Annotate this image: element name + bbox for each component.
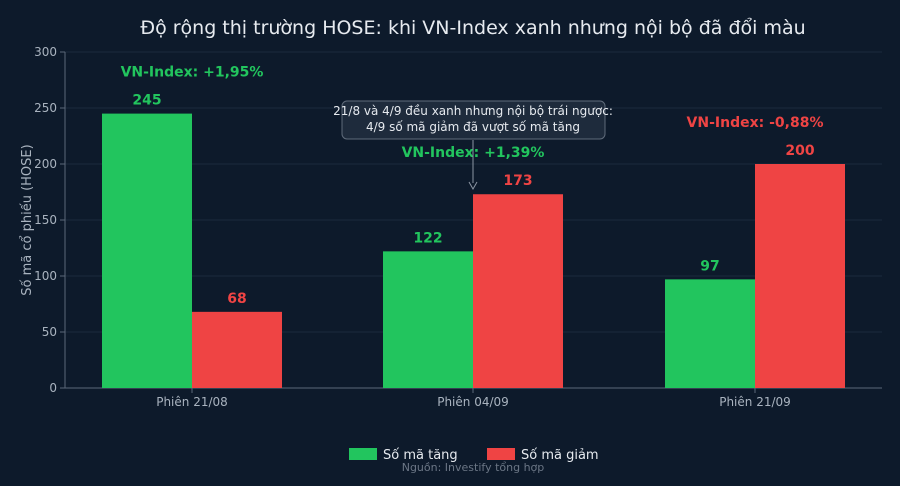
bar-value-label: 245 — [132, 93, 161, 109]
y-tick-label: 100 — [34, 269, 57, 283]
bar — [192, 311, 282, 388]
legend-label: Số mã tăng — [383, 448, 458, 463]
y-tick-label: 0 — [49, 381, 57, 395]
y-ticks: 0 50 100 150 200 250 300 — [34, 45, 65, 395]
y-tick-label: 150 — [34, 213, 57, 227]
bar-value-labels: 245 68 122 173 97 200 — [132, 93, 814, 307]
x-tick-label: Phiên 21/09 — [719, 395, 791, 409]
vn-index-label: VN-Index: +1,95% — [121, 65, 264, 81]
bar-value-label: 173 — [503, 173, 532, 189]
annotation-box — [341, 100, 606, 140]
bar — [102, 113, 192, 388]
annotation-line-2: 4/9 số mã giảm đã vượt số mã tăng — [366, 120, 580, 134]
annotation-arrow-head — [468, 181, 478, 191]
y-axis-label: Số mã cổ phiếu (HOSE) — [20, 144, 35, 295]
bars — [102, 113, 845, 388]
bar-value-label: 200 — [785, 143, 814, 159]
chart-title: Độ rộng thị trường HOSE: khi VN-Index xa… — [140, 17, 805, 39]
y-tick-label: 250 — [34, 101, 57, 115]
bar-value-label: 97 — [700, 258, 719, 274]
x-tick-label: Phiên 04/09 — [437, 395, 509, 409]
legend-swatch — [349, 448, 377, 460]
legend: Số mã tăng Số mã giảm — [349, 448, 599, 463]
y-tick-label: 300 — [34, 45, 57, 59]
x-tick-label: Phiên 21/08 — [156, 395, 228, 409]
y-tick-label: 200 — [34, 157, 57, 171]
bar — [665, 279, 755, 388]
annotation-line-1: 21/8 và 4/9 đều xanh nhưng nội bộ trái n… — [333, 104, 613, 118]
bar-value-label: 122 — [413, 230, 442, 246]
annotation-callout: 21/8 và 4/9 đều xanh nhưng nội bộ trái n… — [333, 100, 613, 191]
vn-index-label: VN-Index: -0,88% — [687, 115, 824, 131]
bar — [383, 251, 473, 388]
y-tick-label: 50 — [42, 325, 57, 339]
bar-value-label: 68 — [227, 291, 246, 307]
bar — [755, 164, 845, 388]
legend-label: Số mã giảm — [521, 448, 599, 463]
legend-swatch — [487, 448, 515, 460]
bar — [473, 194, 563, 388]
x-ticks: Phiên 21/08 Phiên 04/09 Phiên 21/09 — [156, 388, 791, 409]
source-note: Nguồn: Investify tổng hợp — [402, 461, 545, 474]
